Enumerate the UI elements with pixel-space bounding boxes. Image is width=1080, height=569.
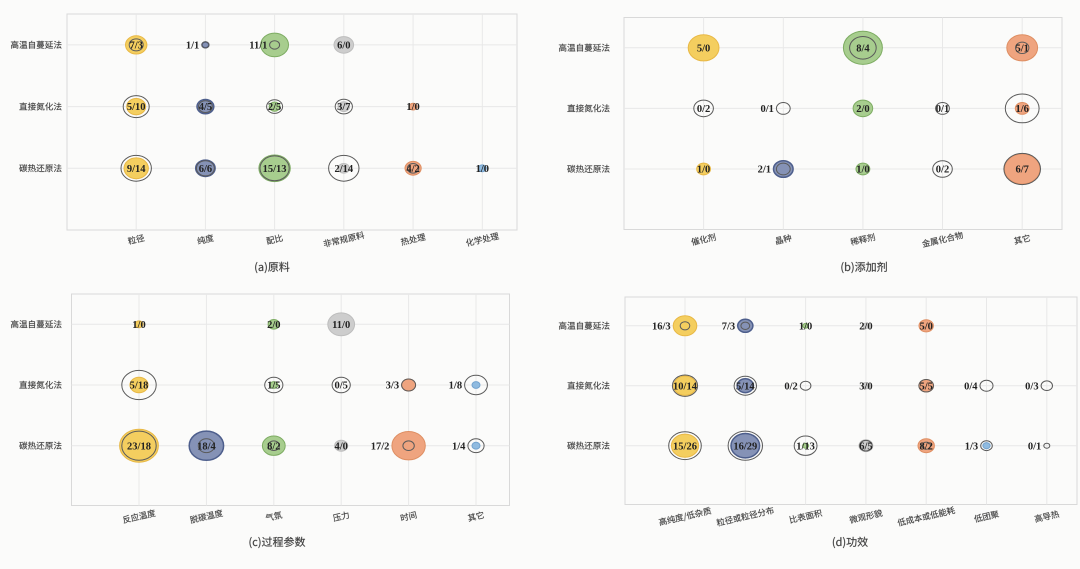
svg-text:1/5: 1/5 <box>267 381 280 392</box>
svg-text:2/0: 2/0 <box>859 321 872 332</box>
svg-text:3/0: 3/0 <box>859 381 872 392</box>
svg-text:11/0: 11/0 <box>332 320 350 331</box>
svg-text:7/3: 7/3 <box>129 41 142 52</box>
svg-text:2/0: 2/0 <box>856 104 869 115</box>
svg-text:4/2: 4/2 <box>406 164 419 175</box>
svg-text:1/13: 1/13 <box>796 441 815 452</box>
svg-text:5/0: 5/0 <box>697 43 710 54</box>
svg-text:7/3: 7/3 <box>722 321 735 332</box>
svg-text:5/14: 5/14 <box>736 381 755 392</box>
svg-text:10/14: 10/14 <box>673 381 698 392</box>
svg-text:3/3: 3/3 <box>386 381 399 392</box>
svg-text:6/5: 6/5 <box>859 441 872 452</box>
svg-text:16/3: 16/3 <box>652 321 671 332</box>
svg-text:6/0: 6/0 <box>337 41 350 52</box>
svg-text:9/14: 9/14 <box>127 164 146 175</box>
svg-text:5/10: 5/10 <box>127 102 146 113</box>
svg-text:1/0: 1/0 <box>406 102 419 113</box>
svg-text:5/5: 5/5 <box>919 381 932 392</box>
svg-text:8/2: 8/2 <box>267 441 280 452</box>
svg-text:1/3: 1/3 <box>965 441 978 452</box>
svg-text:2/0: 2/0 <box>267 320 280 331</box>
svg-text:8/2: 8/2 <box>919 441 932 452</box>
svg-text:1/0: 1/0 <box>799 321 812 332</box>
svg-text:6/6: 6/6 <box>199 164 212 175</box>
svg-text:2/14: 2/14 <box>334 164 353 175</box>
svg-text:0/5: 0/5 <box>334 381 347 392</box>
svg-text:17/2: 17/2 <box>371 441 390 452</box>
svg-text:1/4: 1/4 <box>452 441 466 452</box>
svg-text:1/0: 1/0 <box>132 320 145 331</box>
svg-text:15/26: 15/26 <box>673 441 697 452</box>
svg-text:0/2: 0/2 <box>697 104 710 115</box>
svg-text:0/4: 0/4 <box>964 381 978 392</box>
svg-text:1/0: 1/0 <box>476 164 489 175</box>
svg-text:0/2: 0/2 <box>784 381 797 392</box>
svg-text:0/1: 0/1 <box>760 104 773 115</box>
svg-text:8/4: 8/4 <box>856 43 870 54</box>
svg-text:0/1: 0/1 <box>1028 441 1041 452</box>
svg-text:3/7: 3/7 <box>337 102 350 113</box>
svg-text:1/8: 1/8 <box>449 381 462 392</box>
svg-text:15/13: 15/13 <box>263 164 287 175</box>
svg-text:11/1: 11/1 <box>249 41 267 52</box>
svg-text:6/7: 6/7 <box>1015 165 1028 176</box>
svg-text:2/1: 2/1 <box>758 165 771 176</box>
svg-text:5/0: 5/0 <box>919 321 932 332</box>
svg-text:0/2: 0/2 <box>936 165 949 176</box>
svg-text:5/1: 5/1 <box>1015 43 1028 54</box>
svg-text:16/29: 16/29 <box>733 441 757 452</box>
svg-text:18/4: 18/4 <box>197 441 216 452</box>
svg-text:4/0: 4/0 <box>334 441 347 452</box>
svg-text:2/5: 2/5 <box>268 102 281 113</box>
svg-text:23/18: 23/18 <box>127 441 151 452</box>
svg-text:0/3: 0/3 <box>1025 381 1038 392</box>
svg-text:4/5: 4/5 <box>199 102 212 113</box>
svg-text:5/18: 5/18 <box>130 381 149 392</box>
svg-text:0/1: 0/1 <box>936 104 949 115</box>
svg-text:1/0: 1/0 <box>697 165 710 176</box>
svg-text:1/1: 1/1 <box>186 41 199 52</box>
svg-text:1/6: 1/6 <box>1015 104 1028 115</box>
svg-text:1/0: 1/0 <box>856 165 869 176</box>
